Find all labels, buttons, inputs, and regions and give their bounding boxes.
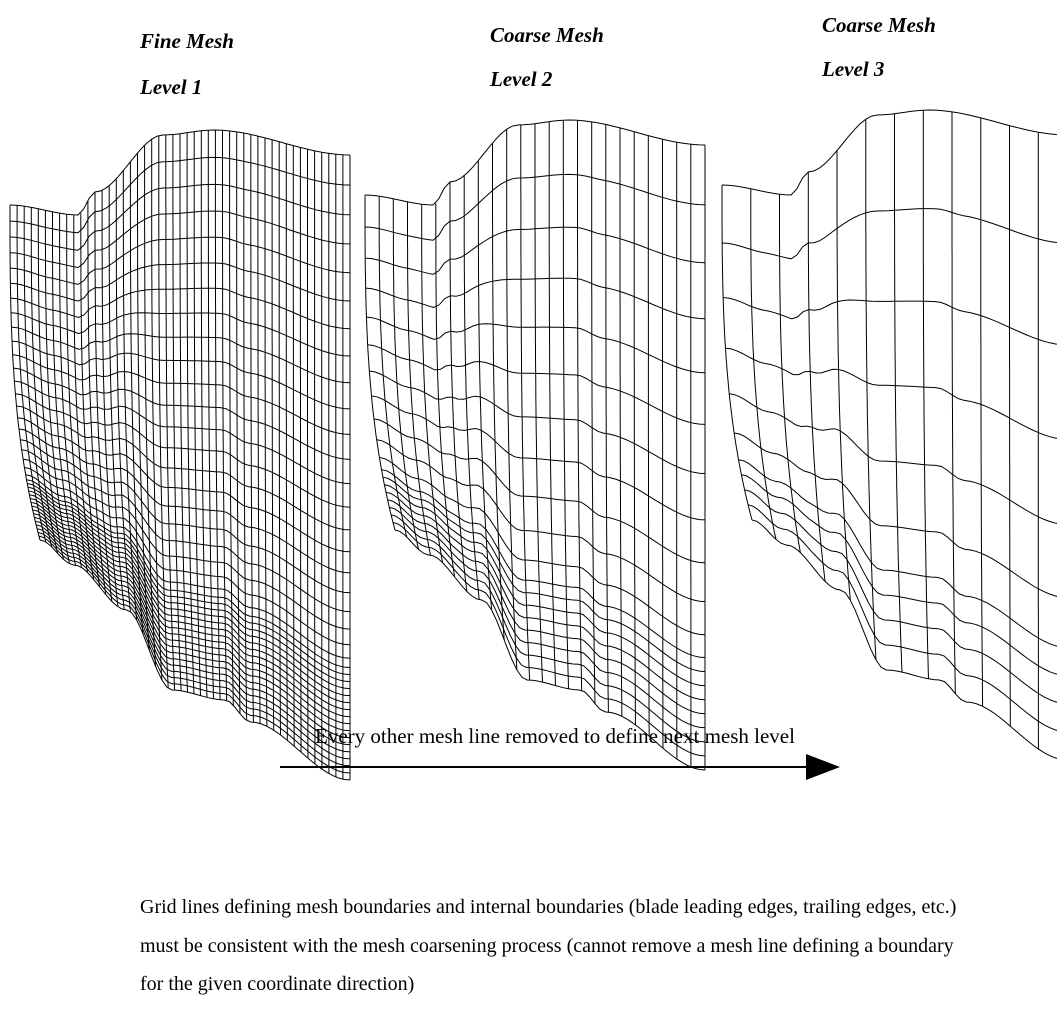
mesh-line [422, 204, 443, 562]
mesh-line [620, 128, 622, 716]
mesh-line [208, 130, 213, 699]
mesh-line [923, 110, 928, 679]
mesh-line [563, 120, 568, 689]
panel-level: Level 1 [139, 75, 202, 99]
mesh-line [244, 133, 247, 721]
mesh-line [521, 125, 530, 680]
mesh-line [895, 114, 903, 672]
mesh-line [187, 133, 194, 694]
mesh-line [265, 138, 267, 726]
note-line: must be consistent with the mesh coarsen… [140, 935, 954, 957]
mesh-line [734, 433, 1057, 598]
mesh-line [230, 131, 234, 706]
mesh-line [981, 118, 983, 706]
mesh-line [722, 185, 752, 520]
mesh-line [386, 492, 705, 699]
mesh-line [780, 194, 801, 552]
mesh-line [478, 161, 491, 610]
mesh-line [634, 132, 635, 725]
mesh-line [549, 122, 555, 686]
note-line: Grid lines defining mesh boundaries and … [140, 896, 956, 918]
mesh-line [606, 125, 609, 713]
mesh-line [388, 500, 705, 714]
mesh-line [751, 189, 776, 540]
mesh-line [722, 110, 1057, 195]
mesh-line [648, 136, 649, 737]
mesh-line [293, 146, 294, 747]
mesh-line [286, 144, 287, 741]
mesh-line [39, 536, 350, 773]
mesh-line [592, 122, 595, 704]
mesh-line [729, 394, 1057, 525]
mesh-line [391, 515, 705, 742]
panel-title: Coarse Mesh [490, 23, 604, 47]
mesh-line [194, 132, 200, 696]
mesh-line [535, 124, 543, 682]
mesh-line [251, 135, 254, 723]
mesh-line [74, 215, 94, 579]
mesh-line [279, 142, 280, 735]
mesh-line [369, 371, 705, 474]
mesh-line [374, 419, 705, 563]
mesh-line [180, 134, 188, 692]
mesh-line [272, 140, 274, 730]
mesh-line [201, 131, 207, 698]
meshes [10, 110, 1057, 780]
mesh-line [393, 199, 418, 550]
mesh-line [578, 120, 582, 690]
mesh-line [38, 533, 350, 766]
mesh-line [393, 523, 705, 756]
mesh-line [723, 298, 1057, 346]
mesh-line [15, 394, 350, 507]
panel-title: Coarse Mesh [822, 13, 936, 37]
mesh-line [308, 149, 309, 758]
mesh-line [408, 202, 431, 555]
mesh-line [377, 440, 705, 602]
mesh-line [389, 507, 705, 727]
mesh-line [464, 176, 479, 600]
mesh-line [384, 485, 705, 686]
mesh-line [258, 136, 260, 723]
panel-level: Level 2 [489, 67, 553, 91]
mesh-line [1010, 126, 1011, 727]
mesh-line [837, 151, 850, 600]
mesh-line [40, 540, 350, 780]
arrow-head [806, 754, 840, 780]
mesh-line [26, 475, 350, 659]
mesh-line [722, 209, 1057, 259]
note-line: for the given coordinate direction) [140, 973, 414, 995]
mesh-line [300, 148, 301, 753]
mesh-line [383, 477, 705, 671]
mesh-line [952, 112, 955, 694]
mesh-line [27, 484, 350, 675]
mesh-line [31, 207, 57, 553]
arrow-label: Every other mesh line removed to define … [315, 724, 795, 748]
mesh-line [663, 139, 664, 748]
mesh-line [752, 520, 1057, 760]
mesh-line [215, 130, 220, 700]
diagram: Fine Mesh Level 1 Coarse Mesh Level 2 Co… [0, 0, 1057, 1024]
mesh-line [493, 143, 505, 640]
panel-title: Fine Mesh [139, 29, 234, 53]
mesh-line [726, 348, 1057, 439]
mesh-line [223, 130, 227, 700]
panel-level: Level 3 [821, 57, 884, 81]
